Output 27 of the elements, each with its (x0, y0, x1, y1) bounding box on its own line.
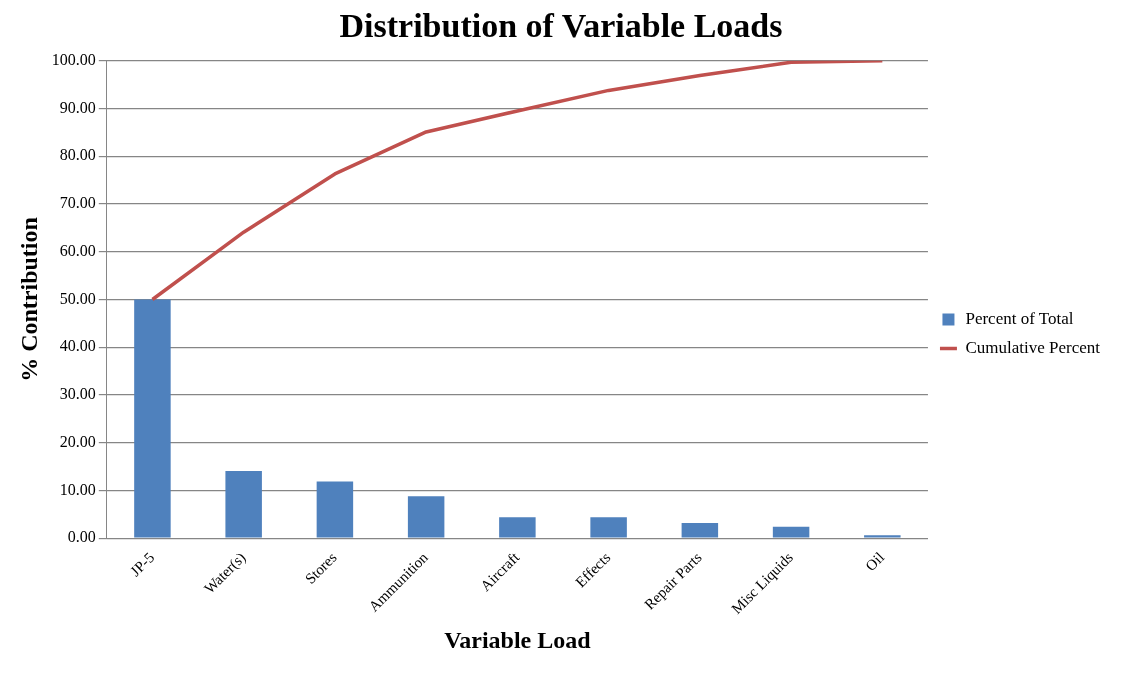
y-tick-label: 80.00 (59, 146, 96, 164)
bar (772, 526, 810, 538)
x-tick-label: JP-5 (127, 549, 158, 580)
bar (681, 522, 719, 538)
legend-label: Cumulative Percent (965, 337, 1101, 357)
x-tick-label: Oil (862, 549, 888, 575)
y-tick-label: 90.00 (59, 98, 96, 116)
bar (316, 481, 354, 538)
y-tick-label: 10.00 (59, 480, 96, 498)
legend-label: Percent of Total (965, 308, 1074, 328)
bar (407, 496, 445, 538)
y-tick-label: 60.00 (59, 241, 96, 259)
bar (590, 517, 627, 538)
y-tick-label: 0.00 (67, 528, 96, 546)
bar (225, 470, 262, 538)
y-tick-label: 30.00 (59, 385, 96, 403)
y-tick-label: 20.00 (59, 432, 96, 450)
bar (499, 517, 536, 538)
y-tick-label: 100.00 (51, 51, 96, 68)
chart-title: Distribution of Variable Loads (339, 7, 783, 45)
y-tick-label: 70.00 (59, 194, 96, 212)
x-axis-title: Variable Load (444, 626, 592, 653)
y-tick-label: 50.00 (59, 289, 96, 307)
y-tick-label: 40.00 (59, 337, 96, 355)
bar (864, 535, 901, 538)
bar (134, 299, 171, 538)
y-axis-title: % Contribution (15, 217, 42, 382)
